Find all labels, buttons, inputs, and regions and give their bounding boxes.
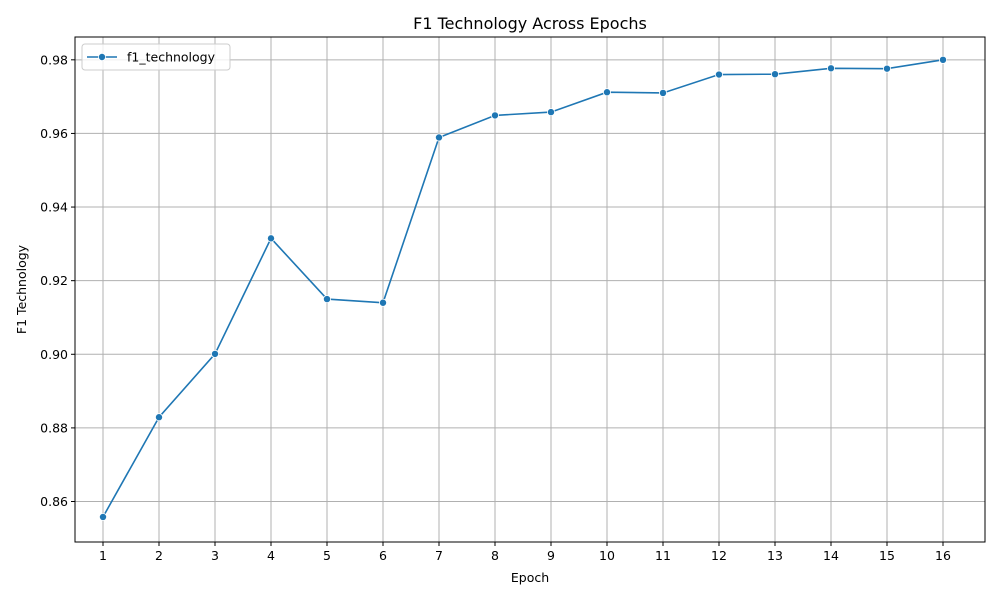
x-tick-label: 16: [935, 548, 951, 563]
y-tick-label: 0.88: [40, 420, 68, 435]
x-tick-label: 5: [323, 548, 331, 563]
grid-lines: [75, 37, 985, 542]
data-point: [322, 295, 331, 304]
x-tick-label: 8: [491, 548, 499, 563]
y-tick-label: 0.94: [40, 200, 68, 215]
x-tick-label: 1: [99, 548, 107, 563]
x-tick-label: 7: [435, 548, 443, 563]
series-layer: [99, 55, 948, 521]
x-tick-label: 2: [155, 548, 163, 563]
data-point: [490, 111, 499, 120]
x-tick-label: 9: [547, 548, 555, 563]
y-axis-label: F1 Technology: [14, 244, 29, 334]
data-point: [434, 133, 443, 142]
data-point: [547, 108, 556, 117]
x-tick-label: 4: [267, 548, 275, 563]
data-point: [659, 88, 668, 97]
x-tick-label: 15: [879, 548, 895, 563]
y-tick-label: 0.96: [40, 126, 68, 141]
data-point: [378, 298, 387, 307]
x-tick-label: 10: [599, 548, 615, 563]
y-tick-label: 0.92: [40, 273, 68, 288]
x-tick-label: 11: [655, 548, 671, 563]
data-point: [883, 64, 892, 73]
data-point: [715, 70, 724, 79]
y-tick-label: 0.90: [40, 347, 68, 362]
data-point: [210, 349, 219, 358]
legend-box: [81, 43, 231, 71]
y-tick-label: 0.98: [40, 52, 68, 67]
data-point: [154, 413, 163, 422]
x-tick-label: 3: [211, 548, 219, 563]
data-point: [603, 88, 612, 97]
x-axis-label: Epoch: [511, 570, 549, 585]
x-tick-label: 6: [379, 548, 387, 563]
data-point: [939, 55, 948, 64]
legend: f1_technology: [81, 43, 231, 71]
axis-ticks: 1 2 3 4 5 6 7 8 9 10 11 12 13 14 15 160.860.880.900.920…: [40, 52, 951, 563]
series-line: [102, 59, 944, 518]
x-tick-label: 12: [711, 548, 727, 563]
x-tick-label: 13: [767, 548, 783, 563]
data-point: [827, 64, 836, 73]
legend-marker-swatch: [98, 53, 107, 62]
x-tick-label: 14: [823, 548, 839, 563]
data-point: [771, 70, 780, 79]
legend-label: f1_technology: [127, 50, 216, 65]
chart-title: F1 Technology Across Epochs: [413, 14, 647, 33]
data-point: [266, 234, 275, 243]
data-point: [99, 512, 108, 521]
y-tick-label: 0.86: [40, 494, 68, 509]
plot-area-frame: [74, 36, 986, 543]
